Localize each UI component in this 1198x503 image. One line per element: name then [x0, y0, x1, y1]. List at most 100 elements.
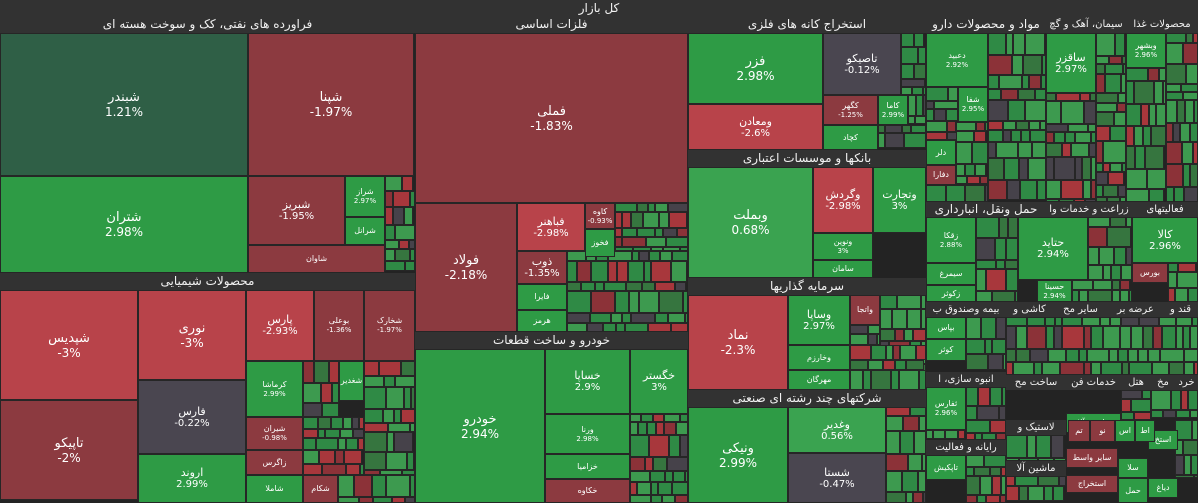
- sector-header[interactable]: محصولات شیمیایی: [0, 273, 415, 290]
- minor-symbol-cell[interactable]: [966, 495, 977, 503]
- minor-symbol-cell[interactable]: [1166, 142, 1182, 164]
- minor-symbol-cell[interactable]: [1121, 412, 1134, 420]
- minor-symbol-cell[interactable]: [1159, 317, 1176, 326]
- minor-symbol-cell[interactable]: [1091, 180, 1096, 199]
- minor-symbol-cell[interactable]: [388, 423, 410, 432]
- minor-symbol-cell[interactable]: [1096, 163, 1103, 172]
- minor-symbol-cell[interactable]: [988, 142, 996, 158]
- minor-symbol-cell[interactable]: [385, 176, 402, 191]
- minor-symbol-cell[interactable]: [1075, 132, 1091, 143]
- minor-symbol-cell[interactable]: [1065, 132, 1075, 143]
- minor-symbol-cell[interactable]: [996, 433, 1006, 440]
- minor-symbol-cell[interactable]: [1105, 64, 1123, 74]
- minor-symbol-cell[interactable]: [1109, 349, 1118, 362]
- minor-symbol-cell[interactable]: [977, 495, 986, 503]
- minor-symbol-cell[interactable]: [1090, 93, 1096, 101]
- minor-symbol-cell[interactable]: [1176, 317, 1192, 326]
- minor-symbol-cell[interactable]: [1004, 158, 1019, 180]
- minor-symbol-cell[interactable]: [322, 403, 339, 417]
- minor-symbol-cell[interactable]: [1016, 121, 1029, 130]
- symbol-tile-37[interactable]: تاپیکو -2%: [0, 400, 138, 500]
- minor-symbol-cell[interactable]: [651, 261, 671, 282]
- minor-symbol-cell[interactable]: [1082, 317, 1100, 326]
- minor-symbol-cell[interactable]: [1096, 74, 1105, 93]
- symbol-tile-17[interactable]: ومعادن -2.6%: [688, 104, 823, 150]
- minor-symbol-cell[interactable]: [1183, 164, 1190, 187]
- minor-symbol-cell[interactable]: [338, 475, 354, 497]
- minor-symbol-cell[interactable]: [617, 261, 628, 282]
- minor-symbol-cell[interactable]: [1178, 263, 1196, 272]
- minor-symbol-cell[interactable]: [637, 203, 648, 212]
- minor-symbol-cell[interactable]: [1012, 55, 1023, 75]
- minor-symbol-cell[interactable]: [1027, 435, 1036, 458]
- minor-symbol-cell[interactable]: [996, 260, 1005, 269]
- minor-symbol-cell[interactable]: [680, 435, 688, 457]
- minor-symbol-cell[interactable]: [303, 450, 319, 464]
- minor-symbol-cell[interactable]: [590, 313, 611, 323]
- minor-symbol-cell[interactable]: [1120, 326, 1131, 349]
- minor-symbol-cell[interactable]: [885, 125, 902, 133]
- minor-symbol-cell[interactable]: [1045, 317, 1055, 326]
- minor-symbol-cell[interactable]: [1166, 187, 1174, 202]
- minor-symbol-cell[interactable]: [871, 345, 886, 360]
- minor-symbol-cell[interactable]: [1184, 455, 1191, 475]
- symbol-tile-80[interactable]: اط: [1135, 420, 1155, 442]
- minor-symbol-cell[interactable]: [1001, 467, 1006, 476]
- symbol-tile-79[interactable]: اس: [1115, 420, 1135, 442]
- minor-symbol-cell[interactable]: [1016, 326, 1027, 349]
- minor-symbol-cell[interactable]: [1072, 280, 1093, 290]
- minor-symbol-cell[interactable]: [1089, 143, 1096, 157]
- symbol-tile-66[interactable]: بورس: [1132, 263, 1168, 283]
- minor-symbol-cell[interactable]: [343, 417, 352, 429]
- minor-symbol-cell[interactable]: [316, 438, 338, 450]
- minor-symbol-cell[interactable]: [1032, 142, 1046, 158]
- minor-symbol-cell[interactable]: [1018, 89, 1035, 100]
- minor-symbol-cell[interactable]: [1006, 435, 1027, 458]
- minor-symbol-cell[interactable]: [1018, 142, 1032, 158]
- minor-symbol-cell[interactable]: [926, 87, 948, 101]
- minor-symbol-cell[interactable]: [1193, 142, 1198, 164]
- minor-symbol-cell[interactable]: [1148, 349, 1160, 362]
- minor-symbol-cell[interactable]: [668, 313, 685, 323]
- minor-symbol-cell[interactable]: [914, 64, 926, 79]
- minor-symbol-cell[interactable]: [1118, 349, 1128, 362]
- minor-symbol-cell[interactable]: [990, 420, 1006, 433]
- minor-symbol-cell[interactable]: [303, 429, 318, 438]
- minor-symbol-cell[interactable]: [664, 422, 676, 435]
- minor-symbol-cell[interactable]: [976, 122, 985, 131]
- minor-symbol-cell[interactable]: [1062, 326, 1084, 349]
- minor-symbol-cell[interactable]: [1184, 349, 1198, 362]
- minor-symbol-cell[interactable]: [630, 414, 641, 422]
- minor-symbol-cell[interactable]: [1066, 349, 1079, 362]
- minor-symbol-cell[interactable]: [659, 291, 683, 313]
- symbol-tile-18[interactable]: کگهر -1.25%: [823, 95, 878, 125]
- minor-symbol-cell[interactable]: [1056, 93, 1080, 101]
- minor-symbol-cell[interactable]: [911, 125, 926, 133]
- minor-symbol-cell[interactable]: [1006, 362, 1013, 375]
- minor-symbol-cell[interactable]: [1016, 349, 1030, 362]
- minor-symbol-cell[interactable]: [1134, 126, 1143, 146]
- minor-symbol-cell[interactable]: [1139, 317, 1159, 326]
- minor-symbol-cell[interactable]: [1041, 75, 1046, 89]
- minor-symbol-cell[interactable]: [956, 131, 974, 142]
- minor-symbol-cell[interactable]: [1042, 55, 1046, 75]
- minor-symbol-cell[interactable]: [947, 121, 956, 132]
- minor-symbol-cell[interactable]: [906, 492, 913, 503]
- minor-symbol-cell[interactable]: [669, 212, 687, 228]
- minor-symbol-cell[interactable]: [303, 438, 316, 450]
- minor-symbol-cell[interactable]: [385, 240, 399, 249]
- minor-symbol-cell[interactable]: [1188, 390, 1198, 410]
- minor-symbol-cell[interactable]: [672, 482, 688, 495]
- minor-symbol-cell[interactable]: [913, 329, 926, 341]
- minor-symbol-cell[interactable]: [611, 313, 622, 323]
- symbol-tile-60[interactable]: زقکا 2.88%: [926, 217, 976, 263]
- minor-symbol-cell[interactable]: [1054, 132, 1065, 143]
- symbol-tile-3[interactable]: شبریز -1.95%: [248, 176, 345, 245]
- minor-symbol-cell[interactable]: [883, 360, 895, 370]
- minor-symbol-cell[interactable]: [1013, 33, 1025, 55]
- symbol-tile-36[interactable]: شخارک -1.97%: [364, 290, 415, 361]
- minor-symbol-cell[interactable]: [923, 95, 926, 116]
- minor-symbol-cell[interactable]: [1186, 64, 1198, 84]
- minor-symbol-cell[interactable]: [886, 416, 903, 431]
- minor-symbol-cell[interactable]: [1062, 317, 1082, 326]
